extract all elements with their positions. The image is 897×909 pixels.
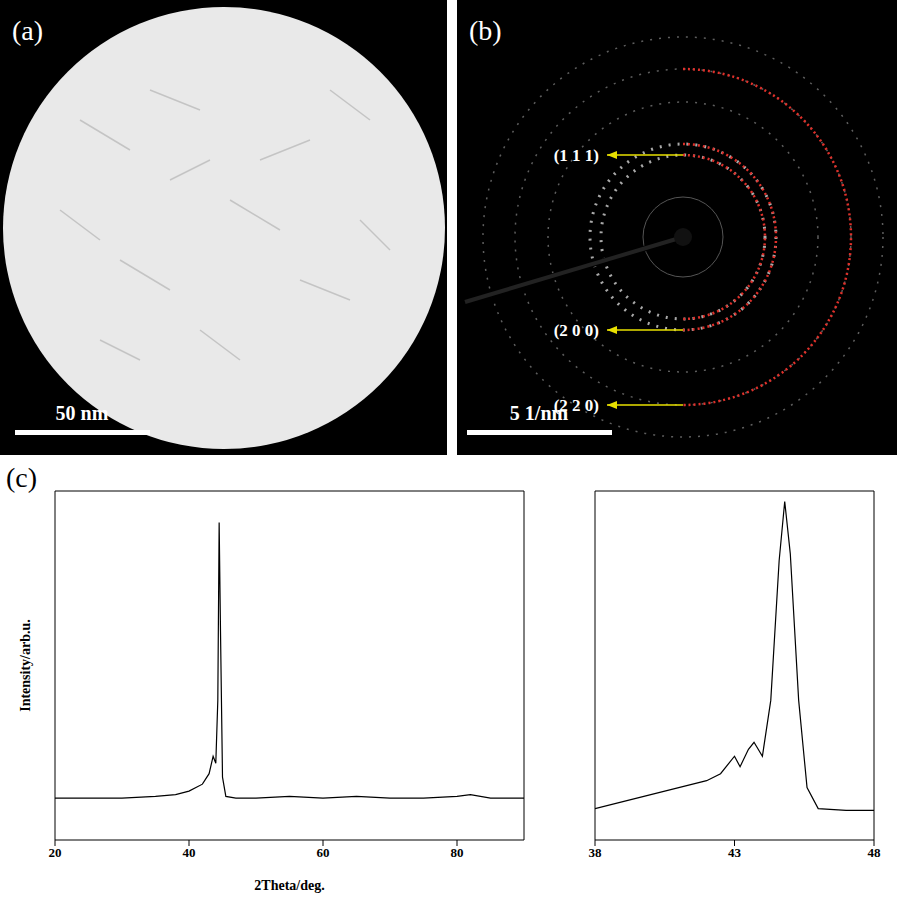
svg-text:40: 40 (183, 845, 196, 860)
svg-text:48: 48 (868, 845, 882, 860)
html-text:(c): (c) (6, 462, 38, 493)
svg-text:50 nm: 50 nm (56, 402, 109, 424)
svg-text:38: 38 (589, 845, 603, 860)
svg-text:5 1/nm: 5 1/nm (510, 402, 569, 424)
svg-text:2Theta/deg.: 2Theta/deg. (254, 878, 324, 893)
svg-text:(b): (b) (469, 15, 502, 46)
svg-text:(2 0 0): (2 0 0) (554, 321, 599, 340)
svg-text:Intensity/arb.u.: Intensity/arb.u. (18, 619, 33, 712)
svg-text:20: 20 (49, 845, 62, 860)
svg-text:60: 60 (317, 845, 330, 860)
svg-text:43: 43 (728, 845, 742, 860)
svg-text:(1 1 1): (1 1 1) (554, 146, 599, 165)
svg-text:(2 2 0): (2 2 0) (553, 396, 599, 415)
svg-text:80: 80 (451, 845, 464, 860)
svg-text:(a): (a) (12, 15, 43, 46)
